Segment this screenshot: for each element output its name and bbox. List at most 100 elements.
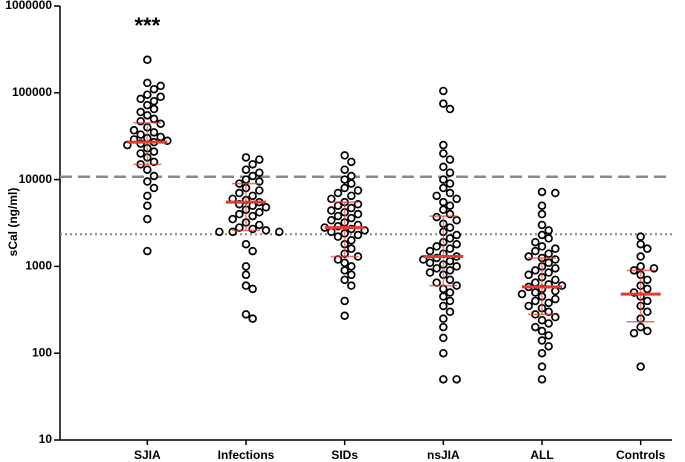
data-point [439,140,448,150]
data-point [327,216,336,225]
data-point [544,331,553,340]
data-point [445,234,455,243]
data-point [136,149,145,158]
data-point [143,111,152,120]
data-point [235,209,244,219]
data-point [248,160,257,169]
data-point [439,375,448,384]
data-point [537,230,547,240]
data-point [439,149,448,158]
data-point [347,179,356,188]
data-point [432,212,441,222]
data-point [432,264,441,273]
data-point [643,275,652,285]
data-point [255,155,264,164]
data-point [143,90,152,99]
data-point [241,239,251,249]
data-point [439,162,448,172]
data-point [156,132,165,142]
y-tick-label: 1000000 [5,0,52,12]
data-point [143,246,152,256]
data-point [347,157,356,167]
data-point [551,286,560,296]
data-point [636,239,645,249]
data-point [248,171,257,181]
data-point [143,214,152,224]
data-point [347,191,356,201]
data-point [537,209,547,219]
data-point [149,183,159,193]
data-point [531,288,540,297]
x-tick-label: Controls [616,448,666,462]
data-point [149,114,159,124]
data-point [537,242,547,251]
data-point [544,319,553,328]
data-point [255,220,264,230]
data-point [531,246,540,256]
data-point [143,177,152,186]
data-point [255,186,264,195]
data-point [537,362,547,371]
data-point [439,292,448,301]
x-tick-label: SJIA [134,448,161,462]
data-point [439,348,448,358]
data-point [248,224,257,234]
data-point [327,194,336,204]
data-point [439,314,448,323]
data-point [275,227,284,237]
data-point [149,84,159,94]
data-point [544,342,553,351]
data-point [248,211,257,221]
data-point [524,270,533,280]
data-point [333,188,343,198]
data-point [636,322,645,332]
data-point [347,281,356,290]
data-point [143,165,152,174]
data-point [143,100,152,110]
data-point [340,165,349,174]
data-point [143,55,152,65]
data-point [445,256,455,266]
data-point [248,246,257,256]
data-point [439,197,448,207]
data-point [537,375,547,384]
x-tick-label: Infections [218,448,275,462]
y-tick-label: 100000 [12,85,52,99]
data-point [149,128,159,137]
data-point [636,252,645,261]
data-point [452,230,461,240]
data-point [531,322,540,332]
data-point [629,328,639,338]
data-point [551,294,560,304]
data-point [531,296,540,306]
data-point [544,268,553,277]
data-point [353,230,363,240]
data-point [445,179,455,188]
data-point [544,258,553,268]
x-tick-label: nsJIA [427,448,460,462]
data-point [255,168,264,177]
data-point [643,307,652,317]
data-point [241,153,251,162]
data-point [143,191,152,201]
data-point [347,262,356,271]
data-point [149,147,159,156]
data-point [340,311,349,321]
data-point [143,78,152,88]
data-point [149,171,159,181]
data-point [327,227,336,237]
data-point [333,201,343,210]
data-point [156,119,165,128]
data-point [248,191,257,201]
data-point [439,86,448,96]
data-point [643,284,652,294]
data-point [340,266,349,275]
data-point [551,264,560,273]
data-point [445,288,455,297]
data-point [445,201,455,210]
data-point [643,296,652,306]
data-point [241,281,251,290]
data-point [248,284,257,294]
data-point [215,227,224,237]
